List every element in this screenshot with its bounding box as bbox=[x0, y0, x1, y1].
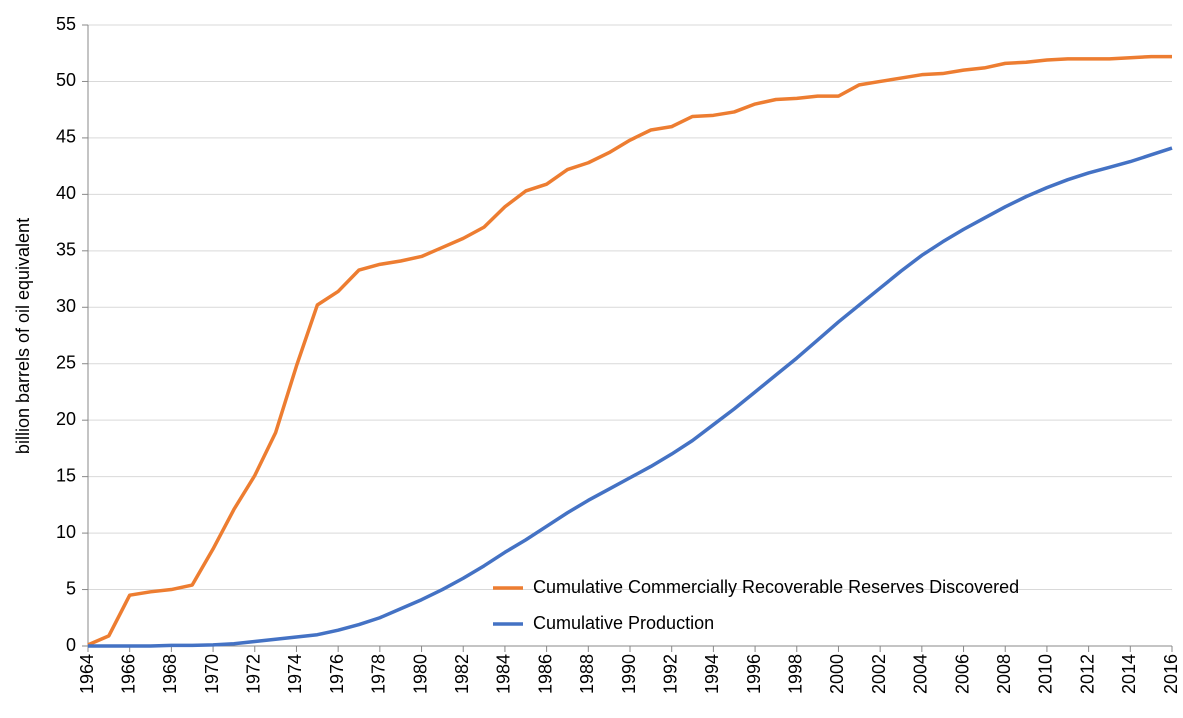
y-tick-label: 30 bbox=[56, 296, 76, 316]
x-tick-label: 2014 bbox=[1119, 654, 1139, 694]
x-tick-label: 1970 bbox=[202, 654, 222, 694]
x-tick-label: 1998 bbox=[786, 654, 806, 694]
x-tick-label: 1988 bbox=[577, 654, 597, 694]
x-tick-label: 1966 bbox=[118, 654, 138, 694]
x-tick-label: 2000 bbox=[827, 654, 847, 694]
x-tick-label: 1978 bbox=[369, 654, 389, 694]
x-tick-label: 1964 bbox=[77, 654, 97, 694]
x-tick-label: 1994 bbox=[702, 654, 722, 694]
x-tick-label: 1982 bbox=[452, 654, 472, 694]
y-tick-label: 45 bbox=[56, 127, 76, 147]
x-tick-label: 2008 bbox=[994, 654, 1014, 694]
y-tick-label: 5 bbox=[66, 578, 76, 598]
series-line bbox=[88, 146, 1173, 648]
y-tick-label: 40 bbox=[56, 183, 76, 203]
y-tick-label: 20 bbox=[56, 409, 76, 429]
legend-label: Cumulative Commercially Recoverable Rese… bbox=[533, 577, 1019, 597]
legend-label: Cumulative Production bbox=[533, 613, 714, 633]
y-tick-label: 55 bbox=[56, 14, 76, 34]
x-tick-label: 1996 bbox=[744, 654, 764, 694]
x-tick-label: 1974 bbox=[285, 654, 305, 694]
x-tick-label: 1990 bbox=[619, 654, 639, 694]
series-line bbox=[87, 54, 1172, 647]
x-tick-label: 1980 bbox=[410, 654, 430, 694]
y-tick-label: 50 bbox=[56, 70, 76, 90]
y-tick-label: 0 bbox=[66, 635, 76, 655]
x-tick-label: 2002 bbox=[869, 654, 889, 694]
x-tick-label: 1986 bbox=[535, 654, 555, 694]
x-tick-label: 2012 bbox=[1077, 654, 1097, 694]
y-tick-label: 15 bbox=[56, 465, 76, 485]
y-tick-label: 10 bbox=[56, 522, 76, 542]
y-axis-label: billion barrels of oil equivalent bbox=[13, 218, 33, 454]
x-tick-label: 1984 bbox=[494, 654, 514, 694]
x-tick-label: 1968 bbox=[160, 654, 180, 694]
x-tick-label: 2010 bbox=[1036, 654, 1056, 694]
x-tick-label: 2004 bbox=[911, 654, 931, 694]
x-tick-label: 2016 bbox=[1161, 654, 1181, 694]
y-tick-label: 25 bbox=[56, 352, 76, 372]
x-tick-label: 1976 bbox=[327, 654, 347, 694]
x-tick-label: 2006 bbox=[952, 654, 972, 694]
x-tick-label: 1992 bbox=[660, 654, 680, 694]
x-tick-label: 1972 bbox=[244, 654, 264, 694]
y-tick-label: 35 bbox=[56, 240, 76, 260]
